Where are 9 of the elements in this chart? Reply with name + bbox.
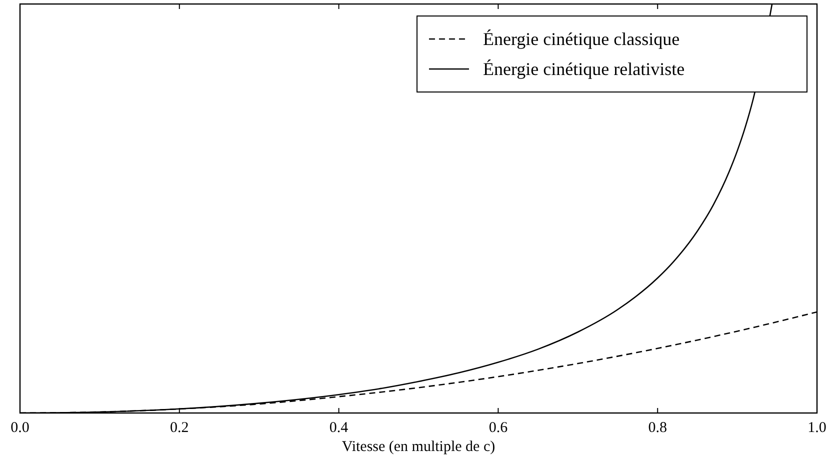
x-tick-label: 0.4 bbox=[329, 420, 349, 436]
x-tick-label: 0.6 bbox=[488, 420, 508, 436]
x-tick-label: 0.8 bbox=[648, 420, 667, 436]
x-tick-label: 0.0 bbox=[10, 420, 30, 436]
legend-label: Énergie cinétique relativiste bbox=[483, 59, 685, 79]
legend-label: Énergie cinétique classique bbox=[483, 29, 680, 49]
x-tick-label: 0.2 bbox=[170, 420, 189, 436]
x-axis-title: Vitesse (en multiple de c) bbox=[342, 439, 496, 455]
x-tick-label: 1.0 bbox=[808, 420, 826, 436]
